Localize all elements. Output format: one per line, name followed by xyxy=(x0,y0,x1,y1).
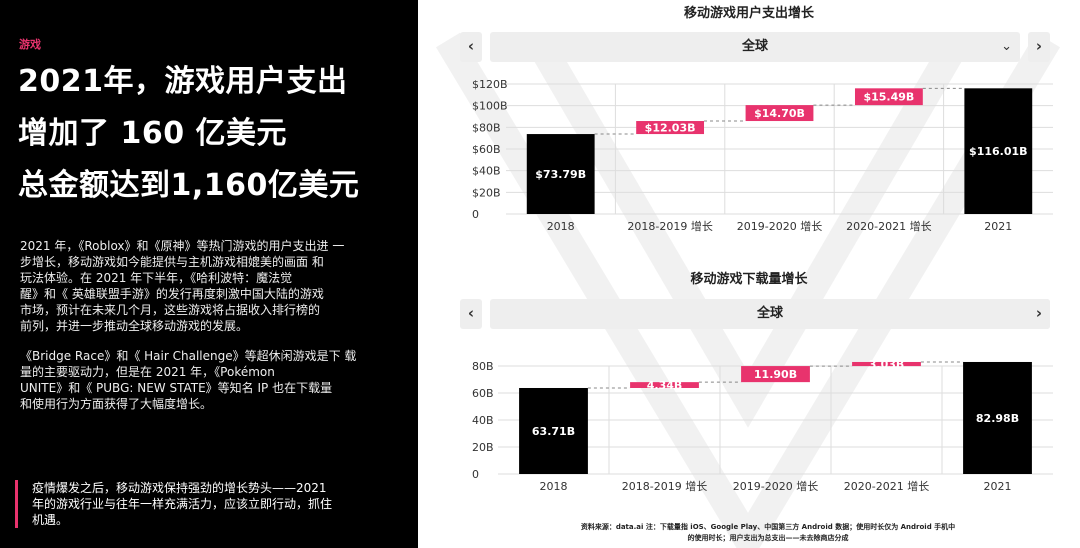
body-line: 玩法体验。在 2021 年下半年，《哈利波特：魔法觉 xyxy=(20,271,293,285)
source-line: 资料来源：data.ai 注：下载量指 iOS、Google Play、中国第三… xyxy=(580,523,956,531)
chevron-right-icon: › xyxy=(1035,304,1043,322)
body-line: 和使用行为方面获得了大幅度增长。 xyxy=(20,397,213,411)
data-label: $14.70B xyxy=(754,107,805,120)
quote-callout: 疫情爆发之后，移动游戏保持强劲的增长势头——2021 年的游戏行业与往年一样充满… xyxy=(15,480,382,528)
chevron-left-icon: ‹ xyxy=(467,37,475,55)
bar xyxy=(964,88,1033,214)
y-tick-label: 0 xyxy=(472,468,479,481)
data-label: 82.98B xyxy=(976,412,1019,425)
region-value: 全球 xyxy=(741,39,768,54)
quote-line: 年的游戏行业与往年一样充满活力，应该立即行动，抓住 xyxy=(32,497,333,511)
bar xyxy=(854,88,923,106)
headline-line-1: 2021年，游戏用户支出 xyxy=(18,64,348,99)
y-tick-label: $80B xyxy=(472,121,501,134)
x-tick-label: 2020-2021 增长 xyxy=(844,479,929,493)
chart-2-region-select[interactable]: 全球 xyxy=(490,299,1050,329)
data-label: $12.03B xyxy=(645,122,696,135)
data-label: 11.90B xyxy=(754,368,797,381)
y-tick-label: 40B xyxy=(472,414,494,427)
data-label: $116.01B xyxy=(969,145,1028,158)
chart-2-title: 移动游戏下载量增长 xyxy=(690,272,808,287)
y-tick-label: 0 xyxy=(472,208,479,221)
data-label: $15.49B xyxy=(863,91,914,104)
x-tick-label: 2018-2019 增长 xyxy=(622,479,707,493)
x-tick-label: 2018 xyxy=(547,220,575,233)
left-panel: 游戏 2021年，游戏用户支出 增加了 160 亿美元 总金额达到1,160亿美… xyxy=(0,0,418,548)
body-line: 醒》和《 英雄联盟手游》的发行再度刺激中国大陆的游戏 xyxy=(20,287,324,301)
body-line: 步增长，移动游戏如今能提供与主机游戏相媲美的画面 和 xyxy=(20,255,324,269)
chart-2-plot: 0 20B 40B 60B 80B 63.71B 2018 4.34B 2018-2019 增长… xyxy=(472,358,1053,493)
bar xyxy=(745,105,814,122)
y-tick-label: 80B xyxy=(472,360,494,373)
data-label: 4.34B xyxy=(647,379,683,392)
source-line: 的使用时长；用户支出为总支出——未去除商店分成 xyxy=(687,534,849,542)
y-tick-label: $120B xyxy=(472,78,508,91)
y-tick-label: $40B xyxy=(472,165,501,178)
y-tick-label: $20B xyxy=(472,186,501,199)
chart-2-next-button[interactable]: › xyxy=(1028,299,1050,329)
body-line: UNITE》和《 PUBG: NEW STATE》等知名 IP 也在下载量 xyxy=(20,381,333,395)
bar xyxy=(852,361,921,367)
x-tick-label: 2020-2021 增长 xyxy=(846,219,931,233)
body-line: 前列，并进一步推动全球移动游戏的发展。 xyxy=(20,319,249,333)
y-tick-label: 60B xyxy=(472,387,494,400)
chart-1-title: 移动游戏用户支出增长 xyxy=(683,6,814,21)
bar xyxy=(526,134,595,214)
x-tick-label: 2021 xyxy=(984,220,1012,233)
chart-1-prev-button[interactable]: ‹ xyxy=(460,32,482,62)
bar xyxy=(630,382,699,388)
x-tick-label: 2021 xyxy=(984,480,1012,493)
chart-2-prev-button[interactable]: ‹ xyxy=(460,299,482,329)
headline-line-3: 总金额达到1,160亿美元 xyxy=(18,168,360,203)
chart-1-plot: 0 $20B $40B $60B $80B $100B $120B $73.79B 2018 $1… xyxy=(472,78,1053,233)
bar xyxy=(519,387,588,474)
headline-line-2: 增加了 160 亿美元 xyxy=(18,116,288,151)
data-label: 63.71B xyxy=(532,425,575,438)
bar xyxy=(636,121,705,135)
headline: 2021年，游戏用户支出 增加了 160 亿美元 总金额达到1,160亿美元 xyxy=(18,56,413,212)
body-paragraph-1: 2021 年，《Roblox》和《原神》等热门游戏的用户支出进 一 步增长，移动… xyxy=(20,238,360,334)
body-line: 《Bridge Race》和《 Hair Challenge》等超休闲游戏是下 … xyxy=(20,349,357,363)
quote-line: 机遇。 xyxy=(32,513,69,527)
chart-1-next-button[interactable]: › xyxy=(1028,32,1050,62)
chart-1-region-select[interactable]: 全球 ⌄ xyxy=(490,32,1020,62)
x-tick-label: 2018 xyxy=(540,480,568,493)
y-tick-label: $60B xyxy=(472,143,501,156)
x-tick-label: 2019-2020 增长 xyxy=(737,219,822,233)
y-tick-label: 20B xyxy=(472,441,494,454)
body-line: 量的主要驱动力，但是在 2021 年，《Pokémon xyxy=(20,365,275,379)
data-label: 3.03B xyxy=(869,358,905,371)
region-value: 全球 xyxy=(756,306,783,321)
body-line: 市场，预计在未来几个月，这些游戏将占据收入排行榜的 xyxy=(20,303,321,317)
x-tick-label: 2018-2019 增长 xyxy=(627,219,712,233)
chevron-down-icon: ⌄ xyxy=(1001,39,1012,54)
category-tag: 游戏 xyxy=(19,38,41,51)
body-line: 2021 年，《Roblox》和《原神》等热门游戏的用户支出进 一 xyxy=(20,239,345,253)
x-tick-label: 2019-2020 增长 xyxy=(733,479,818,493)
y-tick-label: $100B xyxy=(472,100,508,113)
right-panel: 移动游戏用户支出增长 ‹ 全球 ⌄ › 0 $20B $40B $60B $80B $10… xyxy=(418,0,1080,548)
body-paragraph-2: 《Bridge Race》和《 Hair Challenge》等超休闲游戏是下 … xyxy=(20,348,360,412)
chevron-right-icon: › xyxy=(1035,37,1043,55)
bar xyxy=(963,361,1032,474)
chevron-left-icon: ‹ xyxy=(467,304,475,322)
bar xyxy=(741,366,810,383)
source-note: 资料来源：data.ai 注：下载量指 iOS、Google Play、中国第三… xyxy=(578,522,958,544)
quote-line: 疫情爆发之后，移动游戏保持强劲的增长势头——2021 xyxy=(32,481,327,495)
data-label: $73.79B xyxy=(535,168,586,181)
